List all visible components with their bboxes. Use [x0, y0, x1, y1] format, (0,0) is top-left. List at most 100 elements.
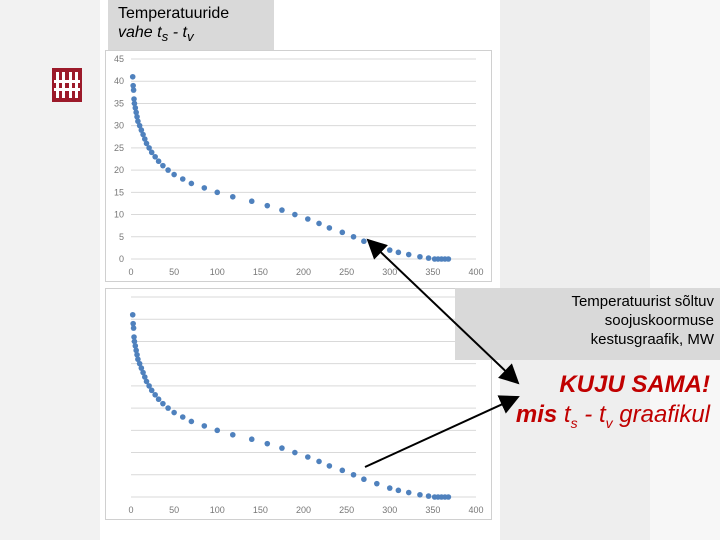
data-point	[279, 207, 285, 213]
label-sub-s: s	[161, 29, 169, 45]
data-point	[445, 494, 452, 500]
data-point	[316, 220, 322, 227]
right-label-line2: soojuskoormuse	[604, 312, 714, 329]
data-point	[445, 256, 452, 262]
y-tick-label: 40	[114, 76, 124, 86]
data-point	[374, 242, 380, 249]
data-point	[374, 480, 380, 487]
data-point	[132, 343, 139, 349]
callout-line2: mis ts - tv graafikul	[470, 400, 710, 438]
data-point	[143, 140, 150, 147]
x-tick-label: 150	[253, 267, 268, 277]
data-point	[171, 409, 177, 416]
data-point	[135, 356, 141, 363]
data-point	[229, 193, 236, 200]
data-point	[131, 100, 138, 107]
y-tick-label: 10	[114, 210, 124, 220]
data-point	[339, 229, 346, 236]
x-tick-label: 250	[339, 267, 354, 277]
x-tick-label: 300	[382, 267, 397, 277]
label-line2: vahe ts - tv	[118, 23, 264, 46]
y-tick-label: 35	[114, 98, 124, 108]
x-tick-label: 200	[296, 267, 311, 277]
data-point	[146, 145, 152, 151]
x-tick-label: 350	[425, 267, 440, 277]
temperature-difference-label: Temperatuuride vahe ts - tv	[108, 0, 274, 50]
y-tick-label: 20	[114, 165, 124, 175]
data-point	[395, 487, 402, 494]
data-point	[279, 445, 285, 451]
bg-band-mid	[500, 0, 650, 540]
data-point	[134, 351, 140, 358]
data-point	[155, 396, 162, 403]
callout-t: t	[557, 401, 571, 428]
data-point	[152, 153, 158, 160]
x-tick-label: 400	[468, 505, 483, 515]
x-tick-label: 300	[382, 505, 397, 515]
data-point	[201, 185, 208, 191]
data-point	[386, 247, 393, 253]
right-label-line1: Temperatuurist sõltuv	[571, 293, 714, 310]
data-point	[136, 360, 143, 367]
y-tick-label: 5	[119, 232, 124, 242]
label-line1: Temperatuuride	[118, 5, 230, 22]
data-point	[140, 369, 146, 376]
data-point	[326, 463, 333, 469]
data-point	[138, 365, 145, 371]
data-point	[131, 334, 137, 340]
data-point	[425, 255, 432, 261]
data-point	[130, 320, 136, 327]
y-tick-label: 15	[114, 187, 124, 197]
data-point	[133, 347, 139, 354]
callout-sub-s: s	[570, 414, 578, 431]
x-tick-label: 250	[339, 505, 354, 515]
callout-mis: mis	[515, 401, 558, 428]
data-point	[339, 467, 346, 474]
data-point	[179, 176, 186, 182]
label-sub-v: v	[186, 29, 194, 45]
data-point	[425, 493, 432, 499]
load-duration-label: Temperatuurist sõltuv soojuskoormuse kes…	[455, 288, 720, 360]
data-point	[386, 485, 393, 491]
data-point	[188, 418, 195, 425]
data-point	[264, 202, 271, 209]
shape-same-callout: KUJU SAMA! mis ts - tv graafikul	[470, 370, 710, 438]
data-point	[165, 405, 171, 411]
data-point	[155, 158, 162, 165]
callout-tail: graafikul	[612, 401, 710, 428]
data-point	[143, 378, 150, 385]
data-point	[316, 458, 322, 465]
x-tick-label: 400	[468, 267, 483, 277]
data-point	[160, 400, 166, 407]
x-tick-label: 0	[128, 267, 133, 277]
data-point	[201, 423, 208, 429]
bg-band-right	[650, 0, 720, 540]
data-point	[229, 431, 236, 438]
x-tick-label: 100	[210, 267, 225, 277]
data-point	[136, 122, 143, 129]
chart-top: 0 5 10 15 20 25 30 35 40 45 0 50 100 150 200 250 300 350 4…	[114, 54, 484, 277]
data-point	[129, 311, 136, 318]
data-point	[171, 171, 177, 178]
data-point	[248, 198, 255, 205]
data-point	[129, 73, 136, 80]
data-point	[248, 436, 255, 443]
data-point	[131, 338, 138, 345]
data-point	[130, 87, 137, 93]
data-point	[148, 387, 155, 394]
data-point	[160, 162, 166, 169]
data-point	[350, 471, 357, 478]
x-tick-label: 100	[210, 505, 225, 515]
data-point	[131, 96, 137, 102]
data-point	[135, 118, 141, 125]
y-tick-label: 0	[119, 254, 124, 264]
y-tick-label: 25	[114, 143, 124, 153]
data-point	[405, 489, 412, 496]
data-point	[179, 414, 186, 420]
data-point	[132, 105, 139, 111]
data-point	[214, 427, 221, 434]
data-point	[405, 251, 412, 258]
data-point	[264, 440, 271, 447]
right-label-line3: kestusgraafik, MW	[590, 331, 714, 348]
data-point	[292, 211, 298, 218]
